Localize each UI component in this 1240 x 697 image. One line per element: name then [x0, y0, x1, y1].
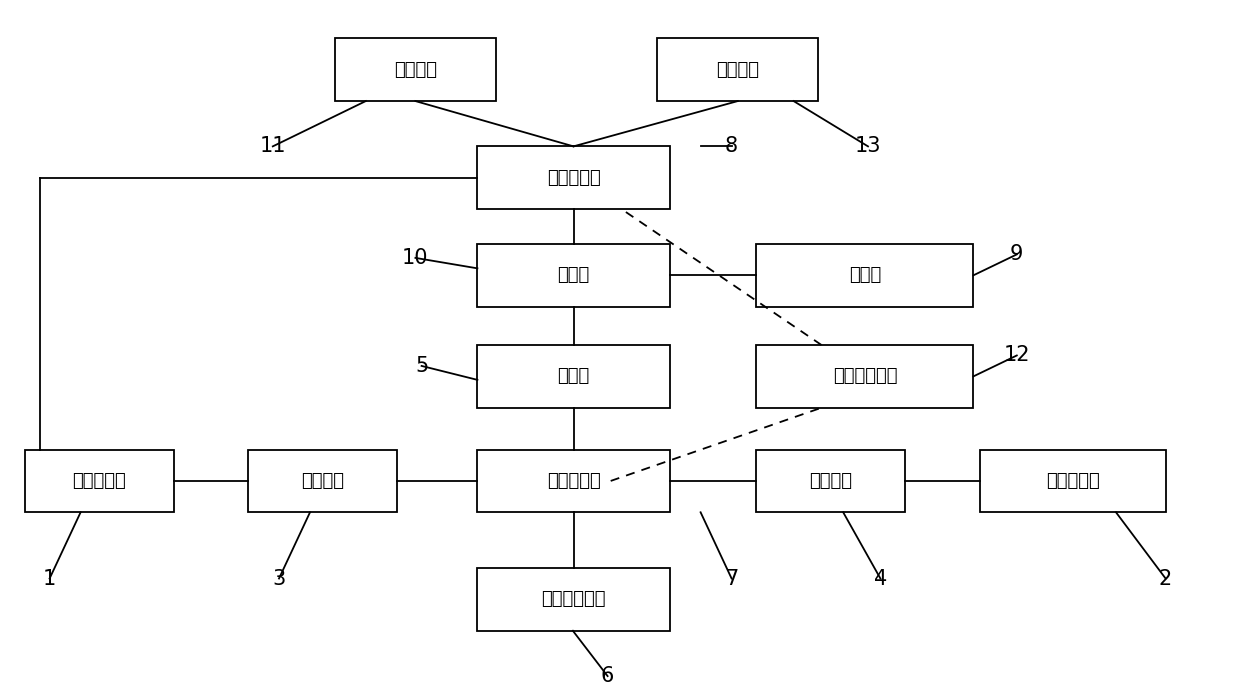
Bar — [477, 244, 670, 307]
Bar — [756, 450, 905, 512]
Text: 洗脱液储罐: 洗脱液储罐 — [1045, 472, 1100, 490]
Bar — [657, 38, 818, 101]
Text: 洗脱液泵: 洗脱液泵 — [810, 472, 852, 490]
Bar — [248, 450, 397, 512]
Text: 废液储罐: 废液储罐 — [717, 61, 759, 79]
Text: 分流阀: 分流阀 — [557, 266, 590, 284]
Text: 第一电磁阀: 第一电磁阀 — [547, 472, 600, 490]
Bar — [756, 345, 973, 408]
Text: 3: 3 — [273, 569, 285, 588]
Text: 13: 13 — [854, 137, 882, 156]
Text: 发酵液泵: 发酵液泵 — [301, 472, 343, 490]
Text: 12: 12 — [1003, 346, 1030, 365]
Bar — [980, 450, 1166, 512]
Bar — [477, 146, 670, 209]
Text: 5: 5 — [415, 356, 428, 376]
Text: 压缩空气钑瓶: 压缩空气钑瓶 — [541, 590, 606, 608]
Bar — [335, 38, 496, 101]
Bar — [756, 244, 973, 307]
Text: 吸附器: 吸附器 — [557, 367, 590, 385]
Text: 第二电磁阀: 第二电磁阀 — [547, 169, 600, 187]
Text: 检测器: 检测器 — [848, 266, 882, 284]
Text: 10: 10 — [402, 248, 429, 268]
Text: 8: 8 — [725, 137, 738, 156]
Text: 11: 11 — [259, 137, 286, 156]
Text: 4: 4 — [874, 569, 887, 588]
Text: 7: 7 — [725, 569, 738, 588]
Text: 1: 1 — [43, 569, 56, 588]
Bar — [477, 345, 670, 408]
Text: 9: 9 — [1011, 245, 1023, 264]
Text: 软件控制系统: 软件控制系统 — [832, 367, 898, 385]
Text: 产物储罐: 产物储罐 — [394, 61, 436, 79]
Bar — [25, 450, 174, 512]
Text: 2: 2 — [1159, 569, 1172, 588]
Bar — [477, 568, 670, 631]
Bar — [477, 450, 670, 512]
Text: 6: 6 — [601, 666, 614, 686]
Text: 发酵液储罐: 发酵液储罐 — [72, 472, 126, 490]
